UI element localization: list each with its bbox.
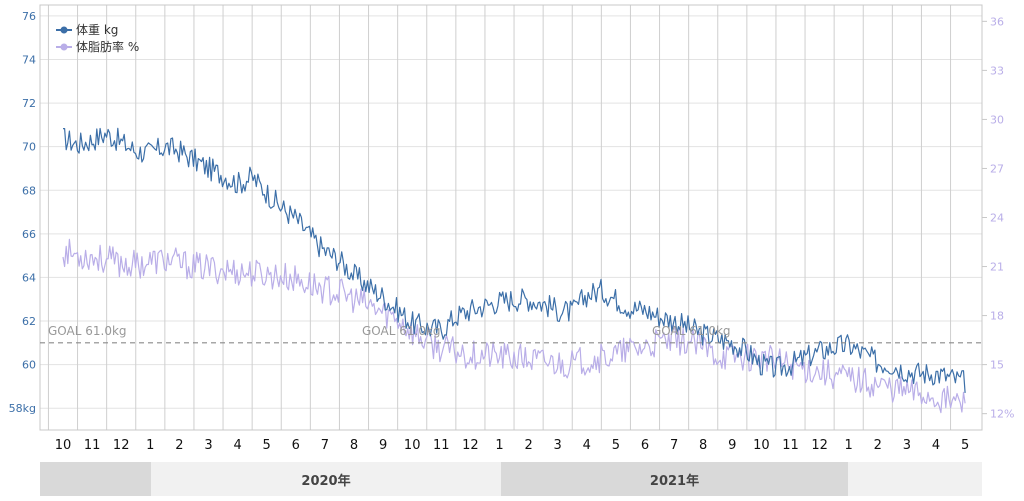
x-tick-label: 5: [612, 438, 620, 453]
x-axis: 10 11 12 1 2 3 4 5 6 7 8 9 10 11 12 1 2 3 4 5 6 7 8 9 10 11 12 1 2 3 4…: [55, 438, 970, 453]
right-tick-label: 21: [990, 261, 1004, 274]
bodyfat-series-line: [62, 238, 966, 414]
left-tick-label: 64: [22, 271, 36, 284]
left-tick-label: 66: [22, 228, 36, 241]
x-tick-label: 11: [782, 438, 799, 453]
x-tick-label: 8: [350, 438, 358, 453]
x-tick-label: 3: [554, 438, 562, 453]
series-layer: [62, 127, 966, 414]
x-tick-label: 4: [583, 438, 591, 453]
x-tick-label: 2: [524, 438, 532, 453]
left-tick-label: 68: [22, 184, 36, 197]
x-tick-label: 2: [175, 438, 183, 453]
x-tick-label: 7: [321, 438, 329, 453]
x-tick-label: 2: [874, 438, 882, 453]
x-tick-label: 12: [113, 438, 130, 453]
x-tick-label: 1: [495, 438, 503, 453]
right-tick-label: 33: [990, 64, 1004, 77]
goal-label: GOAL 61.0kg: [48, 324, 127, 338]
year-label-2020: 2020年: [151, 462, 501, 496]
goal-label: GOAL 61.0kg: [362, 324, 441, 338]
legend-label: 体脂肪率 %: [76, 39, 139, 54]
right-tick-label: 24: [990, 212, 1004, 225]
right-tick-label: 36: [990, 15, 1004, 28]
x-tick-label: 3: [903, 438, 911, 453]
legend-swatch-dot: [60, 43, 68, 51]
x-tick-label: 4: [233, 438, 241, 453]
x-tick-label: 12: [811, 438, 828, 453]
x-tick-label: 11: [84, 438, 101, 453]
left-tick-label: 70: [22, 141, 36, 154]
x-tick-label: 3: [204, 438, 212, 453]
legend-swatch-dot: [60, 26, 68, 34]
right-tick-label: 12%: [990, 408, 1014, 421]
right-tick-label: 15: [990, 359, 1004, 372]
left-axis: 76 74 72 70 68 66 64 62 60 58kg: [9, 10, 36, 415]
x-tick-label: 1: [845, 438, 853, 453]
legend-label: 体重 kg: [76, 23, 118, 37]
right-tick-label: 30: [990, 113, 1004, 126]
year-label-2021: 2021年: [501, 462, 848, 496]
x-tick-label: 4: [932, 438, 940, 453]
x-tick-label: 9: [728, 438, 736, 453]
right-tick-label: 18: [990, 310, 1004, 323]
weight-series-line: [63, 127, 966, 393]
goal-layer: GOAL 61.0kg GOAL 61.0kg GOAL 61.0kg: [40, 324, 982, 344]
right-tick-label: 27: [990, 162, 1004, 175]
x-tick-label: 10: [404, 438, 421, 453]
x-tick-label: 1: [146, 438, 154, 453]
year-strip-post: [848, 462, 982, 496]
goal-label: GOAL 61.0kg: [652, 324, 731, 338]
left-tick-label: 72: [22, 97, 36, 110]
x-tick-label: 11: [433, 438, 450, 453]
x-tick-label: 12: [462, 438, 479, 453]
left-tick-label: 74: [22, 53, 36, 66]
x-tick-label: 5: [961, 438, 969, 453]
year-strip-pre: [40, 462, 151, 496]
x-tick-label: 6: [641, 438, 649, 453]
left-tick-label: 62: [22, 315, 36, 328]
x-tick-label: 9: [379, 438, 387, 453]
x-tick-label: 7: [670, 438, 678, 453]
left-tick-label: 76: [22, 10, 36, 23]
x-tick-label: 8: [699, 438, 707, 453]
left-tick-label: 58kg: [9, 402, 36, 415]
x-tick-label: 10: [753, 438, 770, 453]
right-axis: 36 33 30 27 24 21 18 15 12%: [982, 15, 1014, 421]
x-tick-label: 6: [292, 438, 300, 453]
left-tick-label: 60: [22, 359, 36, 372]
year-strip: 2020年 2021年: [40, 462, 982, 496]
x-tick-label: 10: [55, 438, 72, 453]
x-tick-label: 5: [263, 438, 271, 453]
legend: 体重 kg 体脂肪率 %: [56, 23, 139, 54]
